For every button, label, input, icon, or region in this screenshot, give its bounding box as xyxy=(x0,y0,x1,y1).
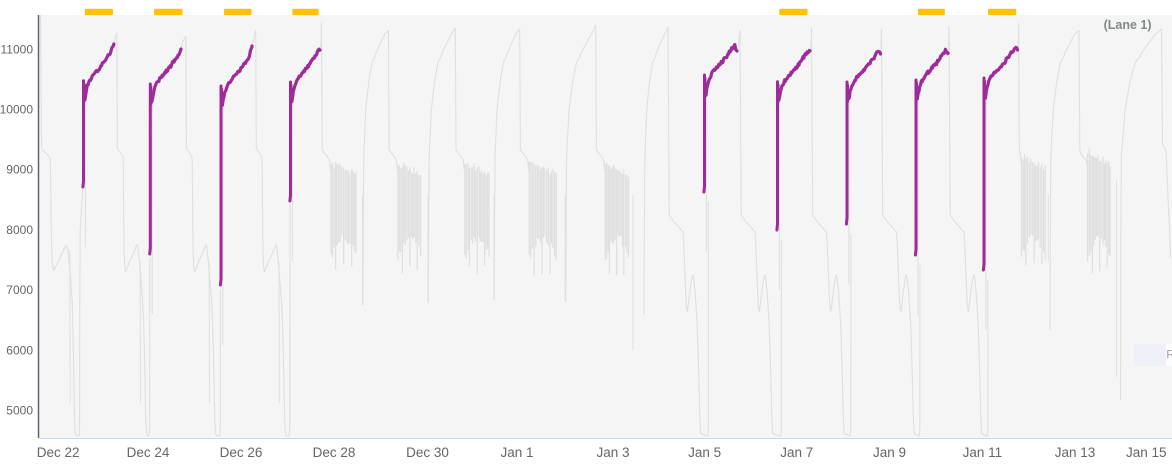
svg-text:8000: 8000 xyxy=(6,223,33,237)
svg-text:Dec 24: Dec 24 xyxy=(127,445,170,460)
svg-text:Dec 26: Dec 26 xyxy=(220,445,263,460)
svg-text:6000: 6000 xyxy=(6,343,33,357)
svg-text:10000: 10000 xyxy=(0,103,33,117)
svg-text:5000: 5000 xyxy=(6,404,33,418)
svg-text:Jan 1: Jan 1 xyxy=(500,445,533,460)
svg-text:Dec 28: Dec 28 xyxy=(313,445,356,460)
svg-text:Jan 3: Jan 3 xyxy=(596,445,629,460)
svg-text:Jan 15: Jan 15 xyxy=(1126,445,1167,460)
svg-text:Jan 11: Jan 11 xyxy=(963,445,1003,460)
svg-text:Jan 9: Jan 9 xyxy=(873,445,906,460)
svg-text:Jan 5: Jan 5 xyxy=(688,445,721,460)
svg-text:Dec 30: Dec 30 xyxy=(406,445,449,460)
svg-text:Dec 22: Dec 22 xyxy=(37,445,80,460)
svg-text:R: R xyxy=(1166,348,1172,362)
svg-text:7000: 7000 xyxy=(6,283,33,297)
svg-text:11000: 11000 xyxy=(1,42,34,56)
svg-text:Jan 13: Jan 13 xyxy=(1055,445,1096,460)
svg-text:9000: 9000 xyxy=(6,163,33,177)
svg-text:Jan 7: Jan 7 xyxy=(780,445,813,460)
svg-text:(Lane 1): (Lane 1) xyxy=(1104,18,1152,32)
